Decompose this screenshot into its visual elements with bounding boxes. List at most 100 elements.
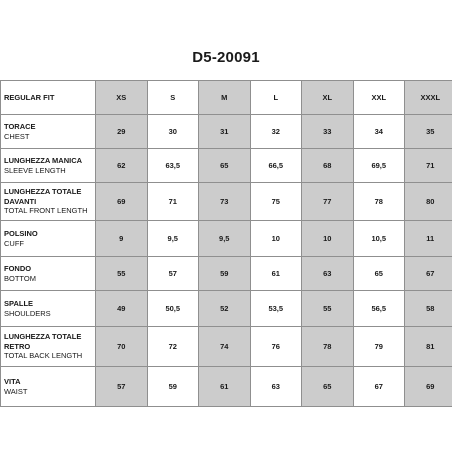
header-label-cell: REGULAR FIT [0, 80, 96, 115]
header-row: REGULAR FIT XS S M L XL XXL XXXL [0, 80, 452, 115]
row-label-en: BOTTOM [4, 273, 36, 283]
row-label-en: TOTAL BACK LENGTH [4, 351, 83, 361]
value-cell: 65 [301, 366, 354, 407]
table-row-bottom: FONDO BOTTOM 55 57 59 61 63 65 67 [0, 256, 452, 291]
value-cell: 78 [301, 326, 354, 367]
size-header-xl: XL [301, 80, 354, 115]
value-cell: 56,5 [352, 290, 405, 327]
value-cell: 67 [352, 366, 405, 407]
value-cell: 63 [301, 256, 354, 291]
value-cell: 9,5 [146, 220, 199, 257]
size-chart-table: REGULAR FIT XS S M L XL XXL XXXL TORACE … [0, 80, 452, 407]
table-row-total-back-length: LUNGHEZZA TOTALE RETRO TOTAL BACK LENGTH… [0, 326, 452, 367]
row-label-cell: VITA WAIST [0, 366, 96, 407]
row-label-it: TORACE [4, 122, 36, 131]
table-row-sleeve-length: LUNGHEZZA MANICA SLEEVE LENGTH 62 63,5 6… [0, 148, 452, 183]
size-header-l: L [249, 80, 302, 115]
value-cell: 52 [198, 290, 251, 327]
value-cell: 72 [146, 326, 199, 367]
size-header-xxxl: XXXL [404, 80, 452, 115]
value-cell: 66,5 [249, 148, 302, 183]
value-cell: 77 [301, 182, 354, 221]
value-cell: 49 [95, 290, 148, 327]
value-cell: 63,5 [146, 148, 199, 183]
row-label-it: LUNGHEZZA TOTALE DAVANTI [4, 187, 82, 206]
row-label-it: LUNGHEZZA TOTALE RETRO [4, 332, 82, 351]
value-cell: 10 [249, 220, 302, 257]
value-cell: 53,5 [249, 290, 302, 327]
value-cell: 69,5 [352, 148, 405, 183]
size-header-xxl: XXL [352, 80, 405, 115]
value-cell: 71 [146, 182, 199, 221]
value-cell: 57 [146, 256, 199, 291]
table-row-waist: VITA WAIST 57 59 61 63 65 67 69 [0, 366, 452, 407]
value-cell: 81 [404, 326, 452, 367]
value-cell: 55 [95, 256, 148, 291]
value-cell: 30 [146, 114, 199, 149]
value-cell: 68 [301, 148, 354, 183]
row-label-cell: LUNGHEZZA TOTALE DAVANTI TOTAL FRONT LEN… [0, 182, 96, 221]
value-cell: 65 [198, 148, 251, 183]
value-cell: 32 [249, 114, 302, 149]
row-label-en: CUFF [4, 238, 24, 248]
value-cell: 11 [404, 220, 452, 257]
row-label-it: LUNGHEZZA MANICA [4, 156, 83, 165]
size-header-xs: XS [95, 80, 148, 115]
table-row-chest: TORACE CHEST 29 30 31 32 33 34 35 [0, 114, 452, 149]
value-cell: 9,5 [198, 220, 251, 257]
value-cell: 10 [301, 220, 354, 257]
value-cell: 79 [352, 326, 405, 367]
row-label-it: FONDO [4, 264, 32, 273]
row-label-en: TOTAL FRONT LENGTH [4, 206, 88, 216]
page-title: D5-20091 [192, 49, 260, 66]
row-label-en: SHOULDERS [4, 308, 51, 318]
value-cell: 9 [95, 220, 148, 257]
row-label-cell: FONDO BOTTOM [0, 256, 96, 291]
fit-label: REGULAR FIT [4, 92, 55, 102]
row-label-cell: LUNGHEZZA MANICA SLEEVE LENGTH [0, 148, 96, 183]
value-cell: 31 [198, 114, 251, 149]
row-label-en: SLEEVE LENGTH [4, 165, 66, 175]
table-row-total-front-length: LUNGHEZZA TOTALE DAVANTI TOTAL FRONT LEN… [0, 182, 452, 221]
value-cell: 58 [404, 290, 452, 327]
value-cell: 78 [352, 182, 405, 221]
row-label-it: VITA [4, 377, 21, 386]
value-cell: 74 [198, 326, 251, 367]
value-cell: 59 [146, 366, 199, 407]
value-cell: 75 [249, 182, 302, 221]
value-cell: 67 [404, 256, 452, 291]
value-cell: 70 [95, 326, 148, 367]
value-cell: 80 [404, 182, 452, 221]
row-label-cell: LUNGHEZZA TOTALE RETRO TOTAL BACK LENGTH [0, 326, 96, 367]
value-cell: 61 [249, 256, 302, 291]
value-cell: 50,5 [146, 290, 199, 327]
value-cell: 76 [249, 326, 302, 367]
value-cell: 59 [198, 256, 251, 291]
value-cell: 55 [301, 290, 354, 327]
value-cell: 63 [249, 366, 302, 407]
value-cell: 34 [352, 114, 405, 149]
value-cell: 10,5 [352, 220, 405, 257]
table-row-cuff: POLSINO CUFF 9 9,5 9,5 10 10 10,5 11 [0, 220, 452, 257]
row-label-cell: TORACE CHEST [0, 114, 96, 149]
value-cell: 35 [404, 114, 452, 149]
value-cell: 61 [198, 366, 251, 407]
row-label-cell: POLSINO CUFF [0, 220, 96, 257]
row-label-en: WAIST [4, 386, 28, 396]
row-label-it: SPALLE [4, 299, 34, 308]
row-label-cell: SPALLE SHOULDERS [0, 290, 96, 327]
value-cell: 62 [95, 148, 148, 183]
value-cell: 71 [404, 148, 452, 183]
row-label-it: POLSINO [4, 229, 38, 238]
table-row-shoulders: SPALLE SHOULDERS 49 50,5 52 53,5 55 56,5… [0, 290, 452, 327]
size-header-s: S [146, 80, 199, 115]
value-cell: 69 [404, 366, 452, 407]
value-cell: 29 [95, 114, 148, 149]
value-cell: 69 [95, 182, 148, 221]
value-cell: 57 [95, 366, 148, 407]
size-header-m: M [198, 80, 251, 115]
value-cell: 73 [198, 182, 251, 221]
row-label-en: CHEST [4, 131, 30, 141]
value-cell: 65 [352, 256, 405, 291]
value-cell: 33 [301, 114, 354, 149]
